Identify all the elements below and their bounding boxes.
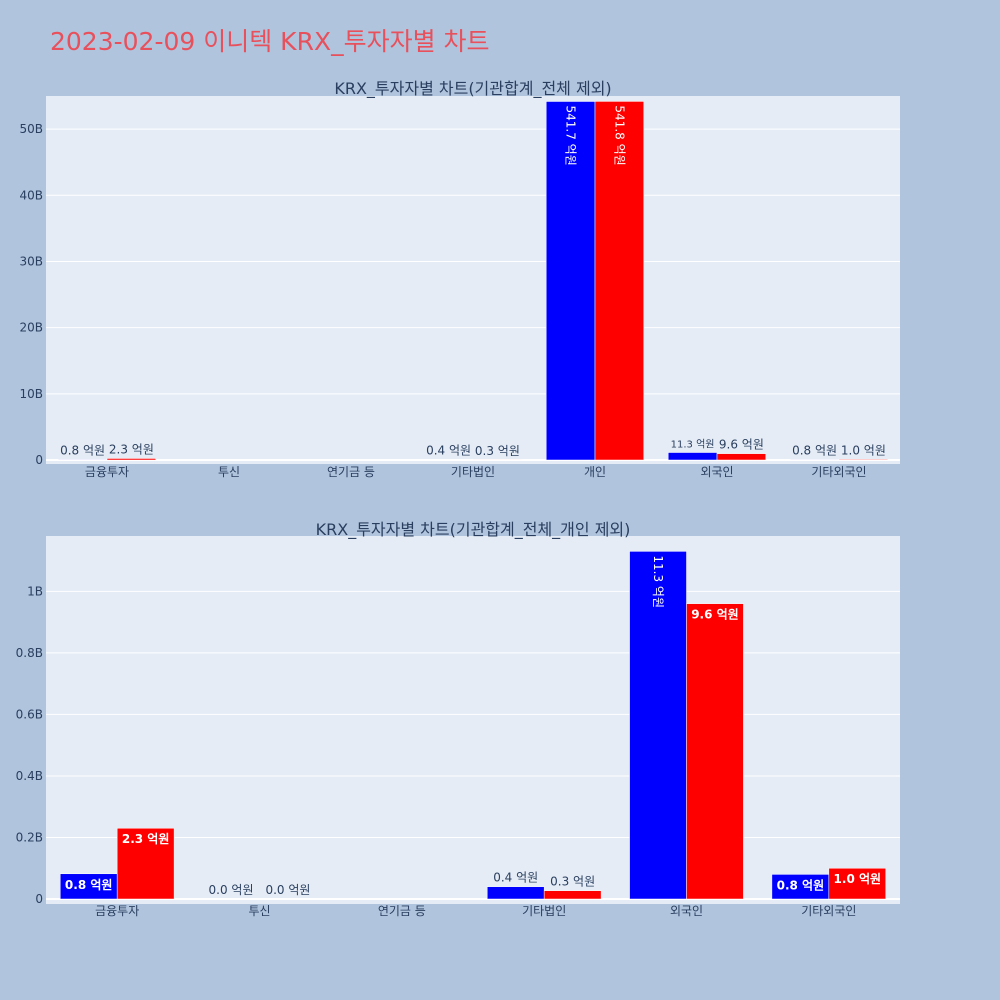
x-tick-label: 금융투자 bbox=[95, 904, 139, 918]
data-label: 0.3 억원 bbox=[550, 875, 595, 889]
chart-bottom: KRX_투자자별 차트(기관합계_전체_개인 제외) 0 0.2B 0.4B 0.6B… bbox=[16, 520, 900, 918]
x-tick-label: 연기금 등 bbox=[327, 465, 375, 479]
bar bbox=[838, 459, 889, 461]
chart-title-bottom: KRX_투자자별 차트(기관합계_전체_개인 제외) bbox=[316, 520, 631, 540]
data-label: 1.0 억원 bbox=[841, 443, 886, 457]
data-label: 2.3 억원 bbox=[122, 832, 170, 846]
bar bbox=[716, 453, 767, 461]
x-tick-label: 기타외국인 bbox=[801, 904, 856, 918]
data-label: 0.8 억원 bbox=[792, 443, 837, 457]
y-tick-label: 0 bbox=[35, 892, 43, 906]
data-label: 0.4 억원 bbox=[493, 871, 538, 885]
bar bbox=[594, 101, 645, 461]
bar bbox=[116, 827, 175, 900]
x-tick-label: 외국인 bbox=[670, 904, 703, 918]
chart-top: KRX_투자자별 차트(기관합계_전체 제외) 0 10B 20B 30B 40B 50B… bbox=[19, 79, 900, 479]
x-tick-label: 금융투자 bbox=[85, 465, 129, 479]
x-tick-label: 외국인 bbox=[700, 465, 733, 479]
page-title: 2023-02-09 이니텍 KRX_투자자별 차트 bbox=[50, 27, 490, 56]
bar bbox=[629, 551, 687, 900]
y-tick-label: 10B bbox=[19, 387, 43, 401]
data-label: 0.4 억원 bbox=[426, 444, 471, 458]
bar bbox=[545, 101, 596, 461]
y-tick-label: 40B bbox=[19, 188, 43, 202]
bar bbox=[57, 459, 108, 461]
y-tick-label: 30B bbox=[19, 254, 43, 268]
data-label: 9.6 억원 bbox=[691, 608, 739, 622]
data-label: 9.6 억원 bbox=[719, 438, 764, 452]
y-tick-label: 50B bbox=[19, 122, 43, 136]
data-label: 0.3 억원 bbox=[475, 444, 520, 458]
y-tick-label: 0.6B bbox=[16, 707, 43, 721]
x-tick-label: 투신 bbox=[218, 465, 240, 479]
data-label: 0.8 억원 bbox=[777, 878, 825, 892]
plot-area-top bbox=[46, 96, 900, 464]
x-tick-label: 투신 bbox=[248, 904, 270, 918]
plot-area-bottom bbox=[46, 536, 900, 904]
data-label: 11.3 억원 bbox=[651, 555, 665, 608]
data-label: 541.8 억원 bbox=[612, 105, 626, 165]
bar bbox=[828, 867, 887, 900]
y-tick-label: 1B bbox=[27, 584, 43, 598]
data-label: 0.0 억원 bbox=[209, 883, 254, 897]
x-tick-label: 기타외국인 bbox=[811, 465, 866, 479]
bar bbox=[106, 458, 157, 461]
bar bbox=[789, 459, 840, 461]
x-tick-label: 연기금 등 bbox=[378, 904, 426, 918]
data-label: 0.0 억원 bbox=[265, 883, 310, 897]
data-label: 1.0 억원 bbox=[834, 872, 882, 886]
chart-title-top: KRX_투자자별 차트(기관합계_전체 제외) bbox=[334, 79, 611, 99]
data-label: 0.8 억원 bbox=[60, 443, 105, 457]
y-tick-label: 0 bbox=[35, 453, 43, 467]
y-tick-label: 0.2B bbox=[16, 830, 43, 844]
data-label: 541.7 억원 bbox=[564, 105, 578, 165]
x-tick-label: 기타법인 bbox=[522, 904, 566, 918]
bar bbox=[686, 603, 744, 900]
x-tick-label: 기타법인 bbox=[451, 465, 495, 479]
bar bbox=[667, 452, 718, 461]
x-tick-label: 개인 bbox=[584, 465, 606, 479]
bar bbox=[59, 873, 118, 900]
data-label: 11.3 억원 bbox=[671, 439, 715, 451]
bar bbox=[543, 890, 602, 900]
y-tick-label: 0.4B bbox=[16, 769, 43, 783]
bar bbox=[486, 886, 545, 900]
data-label: 0.8 억원 bbox=[65, 878, 113, 892]
y-tick-label: 20B bbox=[19, 321, 43, 335]
data-label: 2.3 억원 bbox=[109, 442, 154, 456]
bar bbox=[771, 874, 830, 900]
y-tick-label: 0.8B bbox=[16, 646, 43, 660]
